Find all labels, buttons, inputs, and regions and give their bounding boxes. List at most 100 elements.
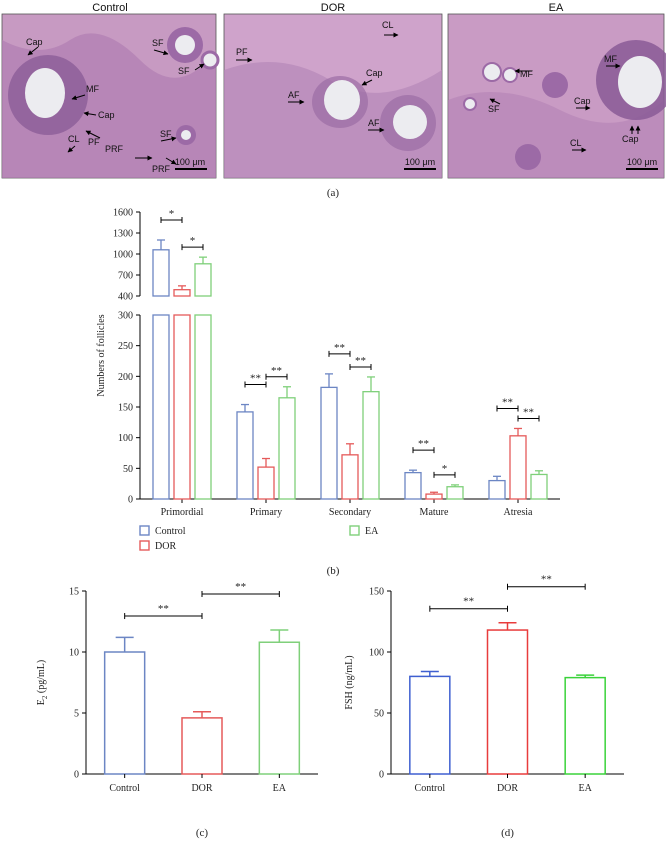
legend-label: EA [365, 526, 379, 537]
significance-label: ** [235, 581, 246, 593]
bar [488, 479, 506, 500]
y-tick-label: 0 [128, 495, 133, 506]
micrograph-title: EA [549, 2, 564, 14]
follicle [502, 67, 518, 83]
follicle [463, 97, 477, 111]
tissue-region [448, 92, 664, 178]
significance-label: ** [355, 355, 366, 367]
panel-caption: (d) [501, 827, 514, 839]
y-axis-label-sub: 2 [41, 695, 49, 699]
y-tick-label: 1300 [113, 229, 133, 240]
follicle-count-chart: 0 50 100 150 200 250 300 400 700 1000 1300 1600 Numb… [96, 208, 560, 577]
micrograph-control: Control 100 μm Cap MF Cap CL PF SF SF [1, 2, 220, 179]
bar [236, 411, 254, 500]
x-tick-label: Primordial [161, 507, 204, 518]
follicle [482, 62, 502, 82]
bar [278, 397, 296, 500]
y-tick-label: 0 [74, 770, 79, 781]
y-axis-label-rest: (pg/mL) [36, 660, 47, 696]
x-tick-label: Secondary [329, 507, 371, 518]
bar [425, 493, 443, 500]
micrograph-title: Control [92, 2, 127, 14]
x-tick-label: EA [273, 783, 287, 794]
annotation-label: MF [604, 54, 617, 64]
annotation-label: MF [520, 69, 533, 79]
legend-label: DOR [155, 541, 176, 552]
y-tick-label: 5 [74, 709, 79, 720]
x-tick-label: Primary [250, 507, 282, 518]
annotation-label: CL [570, 138, 582, 148]
e2-chart: 0 5 10 15 E2 (pg/mL) Control DOR EA ** ** (c) [36, 581, 318, 839]
panel-caption: (b) [327, 565, 340, 577]
micrograph-title: DOR [321, 2, 346, 14]
y-tick-label: 400 [118, 292, 133, 303]
legend-swatch [139, 540, 150, 551]
follicle-antrum [393, 105, 427, 139]
bar [564, 676, 606, 775]
legend-swatch [349, 525, 360, 536]
annotation-label: SF [488, 104, 500, 114]
bar [446, 486, 464, 500]
scale-bar [626, 168, 658, 170]
panel-caption: (a) [327, 187, 340, 199]
significance-label: ** [158, 603, 169, 615]
bar [320, 386, 338, 500]
bar [103, 651, 146, 775]
bar [152, 314, 170, 500]
x-tick-label: Control [415, 783, 446, 794]
bar [409, 675, 451, 775]
annotation-label: PRF [152, 164, 171, 174]
annotation-label: Cap [366, 68, 383, 78]
bar [152, 249, 170, 297]
significance-label: ** [523, 406, 534, 418]
annotation-label: PF [88, 137, 100, 147]
y-tick-label: 1000 [113, 250, 133, 261]
x-tick-label: DOR [497, 783, 518, 794]
annotation-label: SF [160, 129, 172, 139]
significance-label: * [190, 235, 196, 247]
micrograph-dor: DOR 100 μm CL PF Cap AF AF [223, 2, 443, 179]
significance-label: ** [502, 396, 513, 408]
fsh-chart: 0 50 100 150 FSH (ng/mL) Control DOR EA ** ** (d) [344, 574, 624, 839]
significance-label: ** [250, 373, 261, 385]
y-tick-label: 700 [118, 271, 133, 282]
annotation-label: Cap [98, 110, 115, 120]
legend-label: Control [155, 526, 186, 537]
follicle [515, 144, 541, 170]
annotation-label: PRF [105, 144, 124, 154]
bar [509, 435, 527, 500]
significance-label: ** [541, 574, 552, 586]
legend-swatch [139, 525, 150, 536]
annotation-label: CL [68, 134, 80, 144]
y-axis-label: Numbers of follicles [96, 314, 107, 396]
follicle-antrum [324, 80, 360, 120]
x-tick-label: Control [109, 783, 140, 794]
annotation-label: AF [288, 90, 300, 100]
follicle-antrum [181, 130, 191, 140]
significance-label: ** [463, 596, 474, 608]
x-tick-label: Mature [420, 507, 449, 518]
y-tick-label: 0 [379, 770, 384, 781]
annotation-label: MF [86, 84, 99, 94]
follicle [542, 72, 568, 98]
bar [194, 263, 212, 297]
y-tick-label: 50 [374, 709, 384, 720]
scale-bar-label: 100 μm [627, 157, 657, 167]
y-tick-label: 15 [69, 587, 79, 598]
significance-label: ** [271, 365, 282, 377]
annotation-label: SF [178, 66, 190, 76]
histology-panel: Control 100 μm Cap MF Cap CL PF SF SF [1, 2, 666, 199]
scale-bar-label: 100 μm [175, 157, 205, 167]
follicle [200, 50, 220, 70]
follicle-antrum [175, 35, 195, 55]
y-tick-label: 100 [118, 433, 133, 444]
significance-label: ** [334, 342, 345, 354]
bar [486, 629, 529, 775]
scale-bar-label: 100 μm [405, 157, 435, 167]
x-tick-label: DOR [191, 783, 212, 794]
y-axis-label: FSH (ng/mL) [344, 655, 355, 709]
y-tick-label: 150 [369, 587, 384, 598]
y-tick-label: 100 [369, 648, 384, 659]
y-tick-label: 300 [118, 311, 133, 322]
x-tick-label: Atresia [504, 507, 533, 518]
